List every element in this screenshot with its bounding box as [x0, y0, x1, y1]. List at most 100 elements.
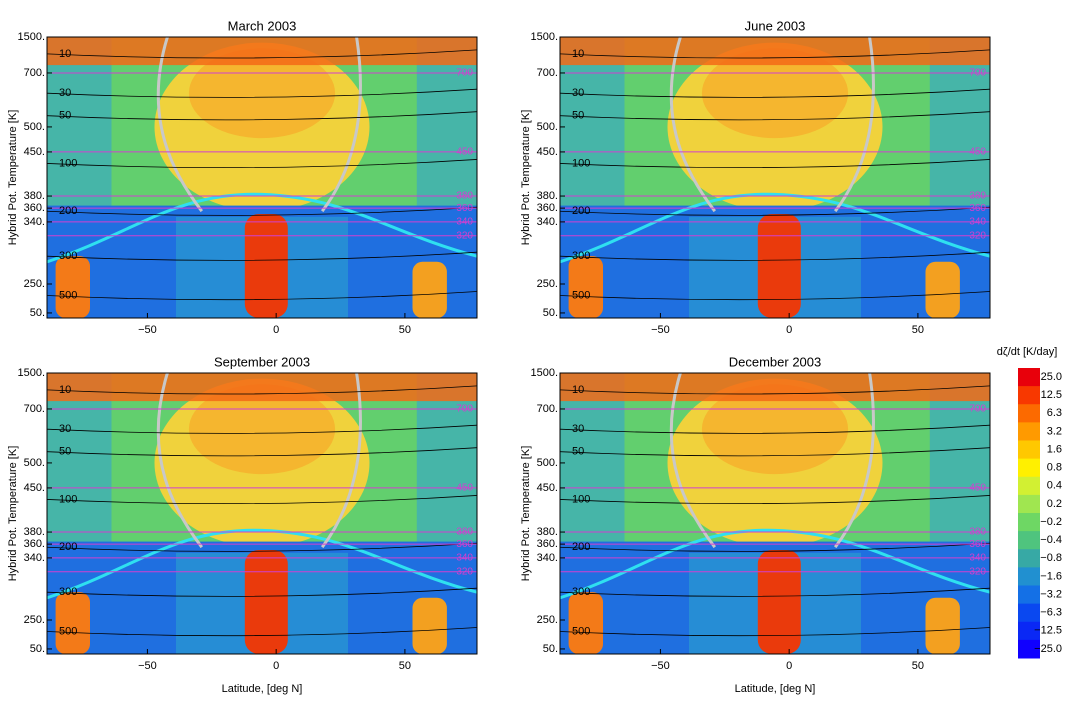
contour-label: 100 — [59, 493, 77, 505]
y-tick-label: 340. — [24, 216, 45, 228]
field-right — [929, 373, 990, 559]
field-col-left — [55, 592, 90, 654]
y-axis-label: Hybrid Pot. Temperature [K] — [520, 110, 532, 246]
contour-label: 500 — [59, 289, 77, 301]
isentrope-label: 700 — [969, 68, 986, 79]
panel-title: December 2003 — [729, 354, 822, 369]
panel-title: September 2003 — [214, 354, 310, 369]
panel-title: March 2003 — [228, 18, 297, 33]
colorbar-band — [1018, 531, 1040, 550]
x-tick-label: −50 — [651, 660, 670, 672]
x-tick-label: 0 — [273, 324, 279, 336]
colorbar-label: 0.8 — [1047, 462, 1062, 474]
field-top — [560, 37, 990, 66]
contour-label: 300 — [59, 586, 77, 598]
colorbar-label: −12.5 — [1034, 625, 1062, 637]
contour-line — [47, 447, 477, 457]
isentrope-label: 380 — [969, 191, 986, 202]
contour-label: 500 — [59, 625, 77, 637]
y-tick-label: 340. — [537, 552, 558, 564]
x-tick-label: −50 — [651, 324, 670, 336]
contour-label: 100 — [572, 157, 590, 169]
y-tick-label: 700. — [537, 67, 558, 79]
y-tick-label: 250. — [24, 278, 45, 290]
contour-line — [47, 291, 477, 301]
contour-label: 200 — [572, 205, 590, 217]
tropopause — [560, 528, 990, 600]
colorbar-label: −25.0 — [1034, 643, 1062, 655]
y-tick-label: 700. — [537, 403, 558, 415]
contour-label: 200 — [59, 541, 77, 553]
colorbar-band — [1018, 368, 1040, 387]
y-tick-label: 250. — [537, 614, 558, 626]
y-tick-label: 50. — [30, 307, 45, 319]
field-top — [47, 37, 477, 66]
y-axis-label: Hybrid Pot. Temperature [K] — [7, 446, 19, 582]
field-top — [560, 373, 990, 402]
panel-title: June 2003 — [745, 18, 806, 33]
contour-label: 30 — [59, 87, 71, 99]
field-core-inner — [701, 384, 849, 475]
field-col-right — [412, 261, 447, 318]
contour-line — [560, 627, 990, 637]
contour-label: 30 — [572, 423, 584, 435]
x-tick-label: −50 — [138, 660, 157, 672]
colorbar-band — [1018, 404, 1040, 423]
contour-label: 200 — [572, 541, 590, 553]
colorbar-band — [1018, 513, 1040, 532]
field-top — [47, 373, 477, 402]
field-col-left — [568, 592, 603, 654]
y-tick-label: 50. — [30, 643, 45, 655]
x-axis-label: Latitude, [deg N] — [222, 683, 303, 695]
y-tick-label: 340. — [24, 552, 45, 564]
isentrope-label: 700 — [456, 404, 473, 415]
y-tick-label: 700. — [24, 67, 45, 79]
y-tick-label: 360. — [24, 538, 45, 550]
field-right — [416, 373, 477, 559]
isentrope-label: 450 — [456, 147, 473, 158]
contour-line — [47, 159, 477, 169]
field-core-inner — [701, 48, 849, 139]
zero-contour — [156, 373, 362, 549]
isentrope-label: 340 — [456, 217, 473, 228]
x-tick-label: 50 — [912, 324, 924, 336]
colorbar-label: −0.4 — [1040, 534, 1062, 546]
field-right — [416, 37, 477, 223]
contour-label: 10 — [572, 384, 584, 396]
contour-line — [560, 424, 990, 434]
colorbar-label: −0.2 — [1040, 516, 1062, 528]
contour-label: 50 — [59, 110, 71, 122]
isentrope-label: 320 — [969, 566, 986, 577]
y-tick-label: 380. — [537, 190, 558, 202]
isentrope-label: 340 — [969, 553, 986, 564]
y-tick-label: 450. — [24, 146, 45, 158]
x-tick-label: 50 — [399, 660, 411, 672]
y-tick-label: 450. — [537, 482, 558, 494]
contour-label: 50 — [59, 446, 71, 458]
contour-label: 30 — [572, 87, 584, 99]
contour-label: 500 — [572, 289, 590, 301]
colorbar-label: 0.2 — [1047, 498, 1062, 510]
contour-line — [47, 542, 477, 552]
field-column — [757, 550, 801, 654]
y-tick-label: 1500. — [17, 31, 45, 43]
y-tick-label: 340. — [537, 216, 558, 228]
isentrope-label: 360 — [969, 539, 986, 550]
y-tick-label: 360. — [24, 202, 45, 214]
tropopause — [47, 528, 477, 600]
isentrope-label: 320 — [456, 566, 473, 577]
contour-label: 50 — [572, 110, 584, 122]
contour-line — [560, 49, 990, 59]
isentrope-label: 450 — [969, 483, 986, 494]
contour-label: 10 — [59, 48, 71, 60]
colorbar-title: dζ/dt [K/day] — [997, 346, 1058, 358]
colorbar-label: −3.2 — [1040, 588, 1062, 600]
y-tick-label: 50. — [543, 643, 558, 655]
y-tick-label: 500. — [537, 457, 558, 469]
contour-line — [47, 385, 477, 395]
y-tick-label: 250. — [537, 278, 558, 290]
y-tick-label: 500. — [24, 457, 45, 469]
contour-line — [47, 495, 477, 505]
isentrope-label: 340 — [969, 217, 986, 228]
contour-line — [560, 251, 990, 261]
